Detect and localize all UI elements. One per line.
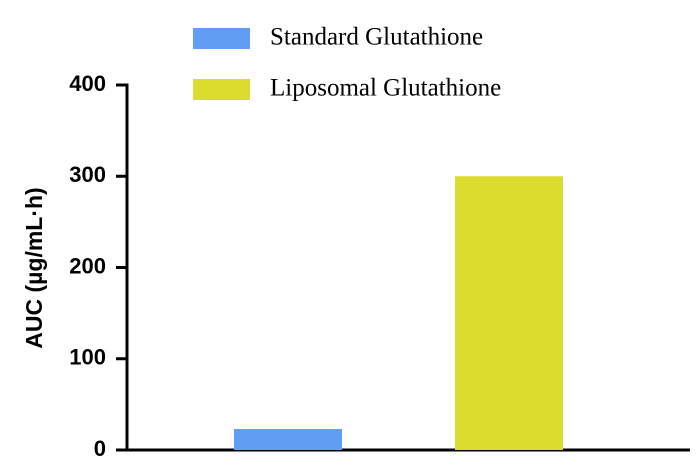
legend-label: Liposomal Glutathione xyxy=(270,75,501,102)
y-axis-label: AUC (µg/mL·h) xyxy=(21,187,47,348)
bar xyxy=(234,429,342,450)
legend-swatch xyxy=(193,28,250,49)
y-tick-label: 200 xyxy=(69,253,106,278)
legend-swatch xyxy=(193,79,250,100)
y-tick-label: 0 xyxy=(94,436,106,461)
y-tick-label: 400 xyxy=(69,71,106,96)
y-tick-label: 100 xyxy=(69,345,106,370)
y-tick-label: 300 xyxy=(69,162,106,187)
bar xyxy=(455,176,563,450)
legend-label: Standard Glutathione xyxy=(270,24,483,51)
